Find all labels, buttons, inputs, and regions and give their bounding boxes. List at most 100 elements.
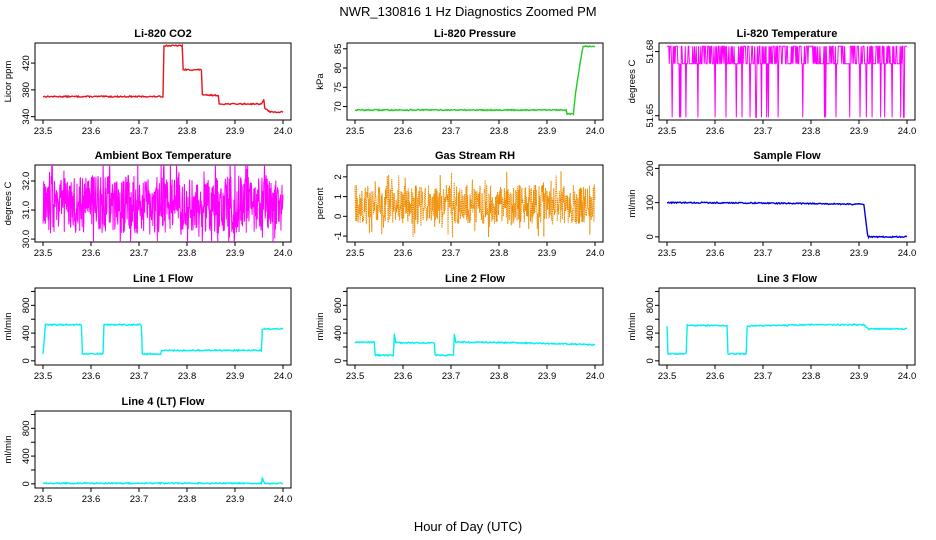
y-tick-label: 75 — [333, 82, 344, 93]
x-tick-label: 23.8 — [490, 371, 509, 382]
x-tick-label: 23.6 — [82, 126, 101, 137]
x-tick-label: 23.7 — [754, 371, 773, 382]
x-tick-label: 24.0 — [274, 494, 293, 505]
panel-title: Sample Flow — [753, 150, 821, 162]
x-tick-label: 24.0 — [586, 248, 605, 259]
x-tick-label: 23.9 — [538, 371, 557, 382]
x-tick-label: 23.5 — [346, 248, 365, 259]
x-tick-label: 23.6 — [706, 248, 725, 259]
x-tick-label: 23.8 — [490, 126, 509, 137]
panel-title: Line 3 Flow — [757, 273, 817, 285]
y-axis-label: Licor ppm — [3, 61, 14, 103]
y-tick-label: 2 — [333, 174, 344, 179]
y-tick-label: 400 — [21, 448, 32, 464]
y-axis-label: percent — [315, 187, 326, 219]
panel-title: Li-820 Temperature — [737, 28, 838, 40]
y-axis-label: degrees C — [627, 59, 638, 103]
x-tick-label: 23.8 — [178, 371, 197, 382]
panel-2: Li-820 Temperature 23.5 23.6 23.7 23.8 23.9 24… — [627, 28, 916, 137]
y-axis-label: ml/min — [627, 190, 638, 218]
plot-frame — [34, 410, 292, 489]
plot-frame — [346, 164, 604, 243]
x-tick-label: 24.0 — [274, 371, 293, 382]
x-tick-label: 23.9 — [226, 126, 245, 137]
plot-frame — [658, 42, 916, 121]
x-tick-label: 23.8 — [178, 126, 197, 137]
x-tick-label: 23.8 — [178, 494, 197, 505]
series-group — [667, 45, 907, 118]
x-tick-label: 23.5 — [346, 126, 365, 137]
y-tick-label: 0 — [333, 214, 344, 219]
x-tick-label: 24.0 — [898, 248, 917, 259]
plot-frame — [658, 287, 916, 366]
x-tick-label: 23.5 — [658, 371, 677, 382]
series-group — [354, 333, 596, 358]
x-tick-label: 23.6 — [394, 126, 413, 137]
series-line — [354, 333, 596, 358]
series-line — [42, 322, 284, 356]
x-tick-label: 23.5 — [34, 248, 53, 259]
y-tick-label: 30.0 — [21, 230, 32, 249]
x-tick-label: 23.7 — [130, 494, 149, 505]
x-tick-label: 23.7 — [130, 126, 149, 137]
panel-title: Li-820 Pressure — [434, 28, 516, 40]
x-tick-label: 23.6 — [82, 371, 101, 382]
y-tick-label: 32.0 — [21, 172, 32, 191]
y-tick-label: 800 — [21, 420, 32, 436]
y-tick-label: 80 — [333, 63, 344, 74]
series-line — [667, 45, 907, 118]
series-line — [354, 45, 596, 116]
panel-4: Gas Stream RH 23.5 23.6 23.7 23.8 23.9 24.0 -1 0… — [315, 150, 604, 259]
x-tick-label: 23.7 — [754, 248, 773, 259]
x-tick-label: 23.8 — [802, 371, 821, 382]
y-tick-label: 51.68 — [645, 40, 656, 64]
y-tick-label: 800 — [333, 297, 344, 313]
x-tick-label: 23.6 — [82, 494, 101, 505]
x-tick-label: 23.9 — [538, 126, 557, 137]
y-axis-label: ml/min — [315, 313, 326, 341]
x-tick-label: 23.9 — [226, 494, 245, 505]
x-tick-label: 23.8 — [490, 248, 509, 259]
x-tick-label: 23.6 — [706, 371, 725, 382]
x-tick-label: 23.7 — [442, 126, 461, 137]
y-tick-label: 70 — [333, 101, 344, 112]
x-tick-label: 23.5 — [34, 371, 53, 382]
series-group — [354, 45, 596, 116]
y-tick-label: 0 — [21, 358, 32, 363]
x-tick-label: 23.6 — [706, 126, 725, 137]
x-tick-label: 23.9 — [850, 248, 869, 259]
y-axis-label: ml/min — [627, 313, 638, 341]
series-line — [666, 200, 908, 240]
y-tick-label: 1 — [333, 194, 344, 199]
panel-5: Sample Flow 23.5 23.6 23.7 23.8 23.9 24.0 0 100 2… — [627, 150, 916, 259]
y-tick-label: 0 — [21, 481, 32, 486]
y-tick-label: 400 — [333, 325, 344, 341]
series-line — [42, 477, 284, 486]
x-tick-label: 23.5 — [34, 494, 53, 505]
panels: Li-820 CO2 23.5 23.6 23.7 23.8 23.9 24.0 340 380… — [3, 28, 916, 505]
x-tick-label: 23.5 — [658, 126, 677, 137]
y-axis-label: ml/min — [3, 313, 14, 341]
x-tick-label: 23.6 — [394, 371, 413, 382]
y-tick-label: 400 — [645, 325, 656, 341]
y-tick-label: 51.65 — [645, 104, 656, 128]
panel-title: Li-820 CO2 — [134, 28, 191, 40]
panel-title: Line 4 (LT) Flow — [122, 396, 205, 408]
x-tick-label: 23.5 — [658, 248, 677, 259]
series-line — [42, 43, 284, 114]
series-group — [666, 200, 908, 240]
x-tick-label: 24.0 — [586, 371, 605, 382]
x-tick-label: 23.7 — [442, 371, 461, 382]
panel-9: Line 4 (LT) Flow 23.5 23.6 23.7 23.8 23.9 24.0… — [3, 396, 292, 505]
panel-title: Gas Stream RH — [435, 150, 515, 162]
x-tick-label: 24.0 — [898, 126, 917, 137]
x-tick-label: 23.7 — [130, 248, 149, 259]
x-tick-label: 24.0 — [274, 248, 293, 259]
series-group — [666, 323, 908, 356]
y-tick-label: 340 — [21, 109, 32, 125]
y-tick-label: 800 — [21, 297, 32, 313]
series-group — [42, 165, 284, 242]
panel-title: Line 2 Flow — [445, 273, 505, 285]
x-tick-label: 23.8 — [178, 248, 197, 259]
